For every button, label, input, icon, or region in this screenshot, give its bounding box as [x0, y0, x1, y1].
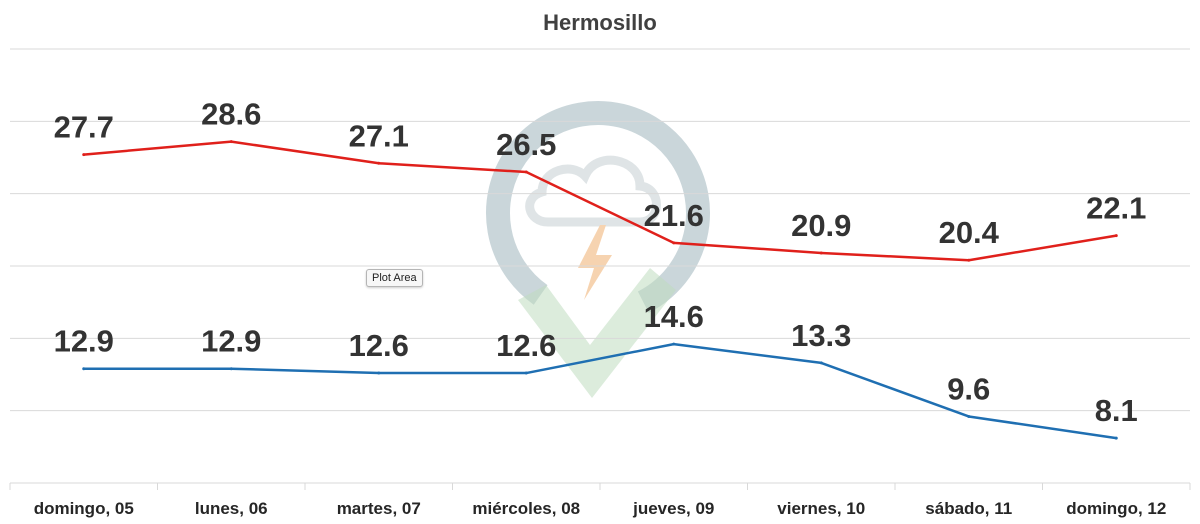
data-point: [967, 258, 971, 262]
data-label: 9.6: [947, 371, 990, 406]
x-tick-label: domingo, 12: [1066, 499, 1166, 518]
data-label: 22.1: [1086, 191, 1146, 226]
data-point: [967, 414, 971, 418]
data-label: 26.5: [496, 127, 556, 162]
watermark-bolt: [578, 225, 612, 300]
series-line-2: [82, 342, 1118, 440]
watermark-check: [518, 268, 676, 398]
data-label: 14.6: [644, 299, 704, 334]
x-axis: domingo, 05 lunes, 06 martes, 07 miércoles,…: [9, 483, 1191, 518]
x-tick-label: miércoles, 08: [472, 499, 580, 518]
chart-title: Hermosillo: [543, 10, 657, 35]
data-point: [672, 342, 676, 346]
series-line-1: [82, 140, 1118, 262]
data-point: [819, 361, 823, 365]
data-label: 13.3: [791, 318, 851, 353]
data-point: [377, 371, 381, 375]
data-point: [524, 170, 528, 174]
data-point: [672, 241, 676, 245]
data-point: [377, 161, 381, 165]
x-tick-label: sábado, 11: [925, 499, 1012, 518]
watermark-ring: [486, 101, 711, 325]
data-point: [524, 371, 528, 375]
data-label: 12.9: [54, 324, 114, 359]
cloud-check-logo-icon: [486, 101, 711, 398]
data-label: 12.6: [496, 328, 556, 363]
data-label: 20.9: [791, 208, 851, 243]
data-label: 27.1: [349, 118, 409, 153]
data-point: [229, 367, 233, 371]
series-layer: [82, 140, 1118, 440]
data-label: 28.6: [201, 97, 261, 132]
data-point: [1114, 234, 1118, 238]
x-tick-label: viernes, 10: [777, 499, 865, 518]
data-point: [82, 153, 86, 157]
data-label: 12.6: [349, 328, 409, 363]
data-label: 21.6: [644, 198, 704, 233]
gridlines: [10, 48, 1190, 484]
data-label: 27.7: [54, 110, 114, 145]
x-tick-label: jueves, 09: [632, 499, 714, 518]
data-label: 8.1: [1095, 393, 1138, 428]
x-tick-label: domingo, 05: [34, 499, 134, 518]
x-tick-label: martes, 07: [337, 499, 421, 518]
data-labels: 27.7 28.6 27.1 26.5 21.6 20.9 20.4 22.1 12.9 12.9…: [54, 97, 1147, 429]
data-label: 12.9: [201, 324, 261, 359]
data-point: [819, 251, 823, 255]
x-tick-label: lunes, 06: [195, 499, 268, 518]
data-point: [229, 140, 233, 144]
watermark-cloud: [525, 155, 661, 227]
data-point: [82, 367, 86, 371]
data-label: 20.4: [939, 215, 1000, 250]
data-point: [1114, 436, 1118, 440]
plot-area-tooltip: Plot Area: [366, 269, 423, 287]
